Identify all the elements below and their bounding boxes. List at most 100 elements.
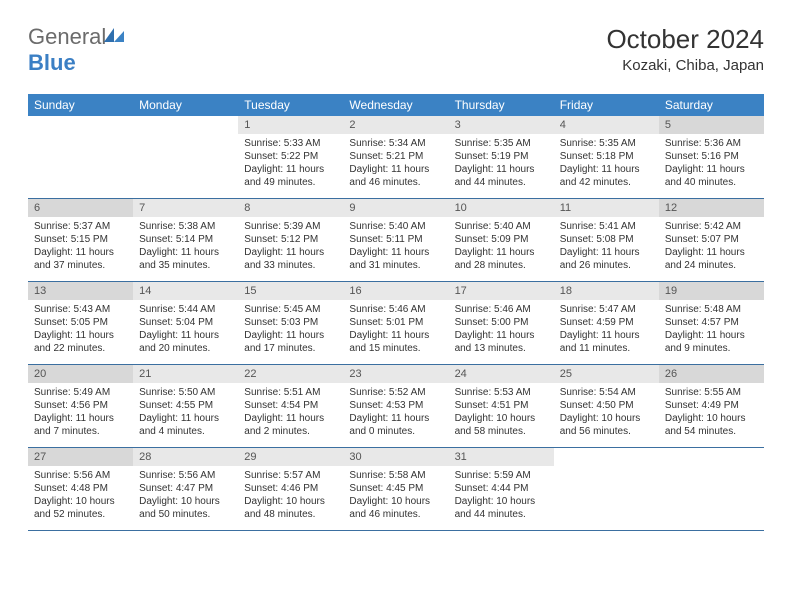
day-cell: 21Sunrise: 5:50 AMSunset: 4:55 PMDayligh… <box>133 365 238 447</box>
day-body: Sunrise: 5:54 AMSunset: 4:50 PMDaylight:… <box>554 383 659 444</box>
day-body: Sunrise: 5:44 AMSunset: 5:04 PMDaylight:… <box>133 300 238 361</box>
day-cell: 24Sunrise: 5:53 AMSunset: 4:51 PMDayligh… <box>449 365 554 447</box>
month-title: October 2024 <box>606 24 764 55</box>
dow-cell: Saturday <box>659 94 764 116</box>
day-cell: 8Sunrise: 5:39 AMSunset: 5:12 PMDaylight… <box>238 199 343 281</box>
day-number: 21 <box>133 365 238 383</box>
day-cell: 14Sunrise: 5:44 AMSunset: 5:04 PMDayligh… <box>133 282 238 364</box>
day-body: Sunrise: 5:40 AMSunset: 5:09 PMDaylight:… <box>449 217 554 278</box>
week-row: 20Sunrise: 5:49 AMSunset: 4:56 PMDayligh… <box>28 365 764 448</box>
day-body: Sunrise: 5:49 AMSunset: 4:56 PMDaylight:… <box>28 383 133 444</box>
day-cell: 1Sunrise: 5:33 AMSunset: 5:22 PMDaylight… <box>238 116 343 198</box>
day-number: 25 <box>554 365 659 383</box>
empty-cell <box>659 448 764 530</box>
day-cell: 20Sunrise: 5:49 AMSunset: 4:56 PMDayligh… <box>28 365 133 447</box>
day-number: 8 <box>238 199 343 217</box>
day-number: 28 <box>133 448 238 466</box>
day-number: 13 <box>28 282 133 300</box>
day-body: Sunrise: 5:35 AMSunset: 5:19 PMDaylight:… <box>449 134 554 195</box>
day-number: 27 <box>28 448 133 466</box>
day-body: Sunrise: 5:37 AMSunset: 5:15 PMDaylight:… <box>28 217 133 278</box>
brand-part1: General <box>28 24 106 49</box>
day-cell: 13Sunrise: 5:43 AMSunset: 5:05 PMDayligh… <box>28 282 133 364</box>
day-body: Sunrise: 5:46 AMSunset: 5:01 PMDaylight:… <box>343 300 448 361</box>
day-cell: 16Sunrise: 5:46 AMSunset: 5:01 PMDayligh… <box>343 282 448 364</box>
day-cell: 15Sunrise: 5:45 AMSunset: 5:03 PMDayligh… <box>238 282 343 364</box>
dow-cell: Wednesday <box>343 94 448 116</box>
dow-cell: Tuesday <box>238 94 343 116</box>
header: General Blue October 2024 Kozaki, Chiba,… <box>28 24 764 76</box>
day-body: Sunrise: 5:41 AMSunset: 5:08 PMDaylight:… <box>554 217 659 278</box>
day-number: 20 <box>28 365 133 383</box>
day-cell: 31Sunrise: 5:59 AMSunset: 4:44 PMDayligh… <box>449 448 554 530</box>
brand-logo: General Blue <box>28 24 126 76</box>
day-number: 29 <box>238 448 343 466</box>
empty-cell <box>133 116 238 198</box>
location-text: Kozaki, Chiba, Japan <box>606 57 764 74</box>
week-row: 13Sunrise: 5:43 AMSunset: 5:05 PMDayligh… <box>28 282 764 365</box>
day-number: 11 <box>554 199 659 217</box>
day-of-week-row: SundayMondayTuesdayWednesdayThursdayFrid… <box>28 94 764 116</box>
day-body: Sunrise: 5:59 AMSunset: 4:44 PMDaylight:… <box>449 466 554 527</box>
day-cell: 6Sunrise: 5:37 AMSunset: 5:15 PMDaylight… <box>28 199 133 281</box>
day-number: 14 <box>133 282 238 300</box>
day-number: 12 <box>659 199 764 217</box>
day-body: Sunrise: 5:47 AMSunset: 4:59 PMDaylight:… <box>554 300 659 361</box>
day-cell: 18Sunrise: 5:47 AMSunset: 4:59 PMDayligh… <box>554 282 659 364</box>
day-cell: 4Sunrise: 5:35 AMSunset: 5:18 PMDaylight… <box>554 116 659 198</box>
day-body: Sunrise: 5:45 AMSunset: 5:03 PMDaylight:… <box>238 300 343 361</box>
dow-cell: Thursday <box>449 94 554 116</box>
day-number: 6 <box>28 199 133 217</box>
day-body: Sunrise: 5:39 AMSunset: 5:12 PMDaylight:… <box>238 217 343 278</box>
day-number: 3 <box>449 116 554 134</box>
day-body: Sunrise: 5:43 AMSunset: 5:05 PMDaylight:… <box>28 300 133 361</box>
day-cell: 19Sunrise: 5:48 AMSunset: 4:57 PMDayligh… <box>659 282 764 364</box>
title-block: October 2024 Kozaki, Chiba, Japan <box>606 24 764 74</box>
day-number: 2 <box>343 116 448 134</box>
brand-part2: Blue <box>28 50 76 75</box>
day-cell: 25Sunrise: 5:54 AMSunset: 4:50 PMDayligh… <box>554 365 659 447</box>
day-cell: 17Sunrise: 5:46 AMSunset: 5:00 PMDayligh… <box>449 282 554 364</box>
day-cell: 30Sunrise: 5:58 AMSunset: 4:45 PMDayligh… <box>343 448 448 530</box>
day-number: 30 <box>343 448 448 466</box>
day-number: 31 <box>449 448 554 466</box>
day-cell: 5Sunrise: 5:36 AMSunset: 5:16 PMDaylight… <box>659 116 764 198</box>
day-number: 15 <box>238 282 343 300</box>
day-cell: 2Sunrise: 5:34 AMSunset: 5:21 PMDaylight… <box>343 116 448 198</box>
day-cell: 28Sunrise: 5:56 AMSunset: 4:47 PMDayligh… <box>133 448 238 530</box>
day-number: 23 <box>343 365 448 383</box>
dow-cell: Sunday <box>28 94 133 116</box>
dow-cell: Friday <box>554 94 659 116</box>
empty-cell <box>554 448 659 530</box>
day-body: Sunrise: 5:56 AMSunset: 4:48 PMDaylight:… <box>28 466 133 527</box>
day-body: Sunrise: 5:55 AMSunset: 4:49 PMDaylight:… <box>659 383 764 444</box>
brand-flag-icon <box>104 24 126 50</box>
day-number: 5 <box>659 116 764 134</box>
day-cell: 9Sunrise: 5:40 AMSunset: 5:11 PMDaylight… <box>343 199 448 281</box>
day-number: 18 <box>554 282 659 300</box>
day-cell: 3Sunrise: 5:35 AMSunset: 5:19 PMDaylight… <box>449 116 554 198</box>
day-number: 19 <box>659 282 764 300</box>
day-cell: 27Sunrise: 5:56 AMSunset: 4:48 PMDayligh… <box>28 448 133 530</box>
day-cell: 29Sunrise: 5:57 AMSunset: 4:46 PMDayligh… <box>238 448 343 530</box>
week-row: 6Sunrise: 5:37 AMSunset: 5:15 PMDaylight… <box>28 199 764 282</box>
day-number: 7 <box>133 199 238 217</box>
day-body: Sunrise: 5:58 AMSunset: 4:45 PMDaylight:… <box>343 466 448 527</box>
day-number: 22 <box>238 365 343 383</box>
day-cell: 22Sunrise: 5:51 AMSunset: 4:54 PMDayligh… <box>238 365 343 447</box>
day-body: Sunrise: 5:57 AMSunset: 4:46 PMDaylight:… <box>238 466 343 527</box>
day-number: 10 <box>449 199 554 217</box>
day-cell: 12Sunrise: 5:42 AMSunset: 5:07 PMDayligh… <box>659 199 764 281</box>
day-number: 16 <box>343 282 448 300</box>
day-body: Sunrise: 5:51 AMSunset: 4:54 PMDaylight:… <box>238 383 343 444</box>
day-body: Sunrise: 5:38 AMSunset: 5:14 PMDaylight:… <box>133 217 238 278</box>
week-row: 1Sunrise: 5:33 AMSunset: 5:22 PMDaylight… <box>28 116 764 199</box>
day-number: 9 <box>343 199 448 217</box>
dow-cell: Monday <box>133 94 238 116</box>
day-number: 26 <box>659 365 764 383</box>
day-body: Sunrise: 5:46 AMSunset: 5:00 PMDaylight:… <box>449 300 554 361</box>
day-body: Sunrise: 5:33 AMSunset: 5:22 PMDaylight:… <box>238 134 343 195</box>
day-number: 24 <box>449 365 554 383</box>
day-body: Sunrise: 5:40 AMSunset: 5:11 PMDaylight:… <box>343 217 448 278</box>
week-row: 27Sunrise: 5:56 AMSunset: 4:48 PMDayligh… <box>28 448 764 531</box>
